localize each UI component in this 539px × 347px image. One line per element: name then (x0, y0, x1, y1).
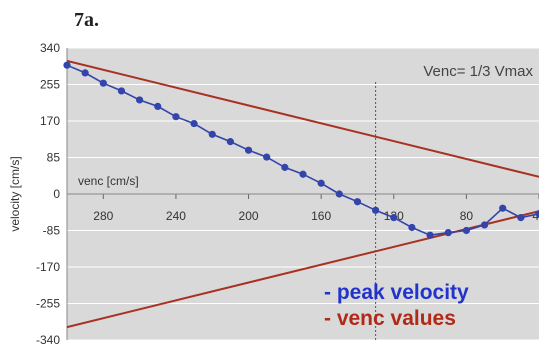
legend-peak-velocity: - peak velocity (324, 281, 469, 304)
peak-velocity-point (172, 113, 180, 121)
y-tick-label: 85 (47, 151, 61, 165)
y-tick-label: 0 (53, 187, 60, 201)
peak-velocity-point (263, 153, 271, 161)
peak-velocity-point (499, 204, 507, 212)
peak-velocity-point (517, 214, 525, 222)
y-tick-label: -170 (36, 260, 60, 274)
peak-velocity-point (353, 198, 362, 206)
annotation-label: Venc= 1/3 Vmax (423, 63, 533, 80)
peak-velocity-point (299, 170, 307, 178)
x-tick-label: 240 (166, 209, 186, 223)
y-tick-label: 255 (40, 78, 60, 92)
peak-velocity-point (372, 206, 380, 214)
peak-velocity-point (117, 87, 126, 95)
figure-label: 7a. (74, 9, 99, 31)
y-tick-label: -85 (43, 224, 61, 238)
venc-positive-line (66, 59, 539, 178)
y-tick-label: 170 (40, 114, 60, 128)
peak-velocity-point (444, 229, 452, 237)
peak-velocity-point (208, 130, 216, 138)
peak-velocity-point (535, 210, 539, 218)
peak-velocity-point (408, 223, 416, 232)
peak-velocity-point (99, 79, 107, 87)
x-tick-label: 40 (532, 209, 539, 223)
x-tick-label: 200 (239, 209, 259, 223)
peak-velocity-point (480, 221, 489, 229)
x-tick-label: 280 (93, 209, 113, 223)
x-tick-label: 80 (460, 209, 474, 223)
peak-velocity-point (81, 69, 89, 77)
y-tick-label: -340 (36, 333, 60, 347)
y-tick-label: -255 (36, 297, 60, 311)
peak-velocity-point (390, 214, 398, 222)
y-axis-label: velocity [cm/s] (8, 156, 22, 231)
legend-venc-values: - venc values (324, 307, 456, 330)
peak-velocity-point (426, 231, 434, 239)
plot-area: 340255170850-85-170-255-3402802402001601… (36, 41, 539, 347)
peak-velocity-point (462, 226, 470, 235)
peak-velocity-point (154, 102, 162, 110)
peak-velocity-point (335, 190, 343, 198)
peak-velocity-point (281, 163, 289, 171)
y-tick-label: 340 (40, 41, 60, 55)
peak-velocity-point (190, 119, 198, 128)
peak-velocity-point (244, 146, 253, 154)
peak-velocity-point (63, 61, 71, 69)
peak-velocity-point (317, 179, 325, 187)
x-tick-label: 160 (311, 209, 331, 223)
peak-velocity-point (136, 96, 144, 104)
peak-velocity-point (226, 138, 234, 146)
x-axis-label: venc [cm/s] (78, 174, 139, 188)
